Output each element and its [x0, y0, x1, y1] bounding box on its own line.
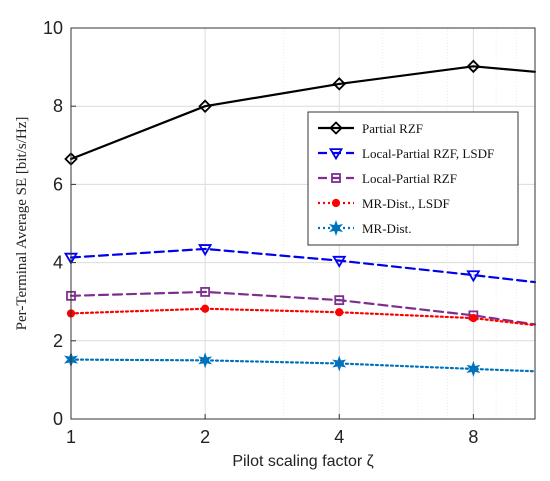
- data-point: [334, 295, 345, 306]
- legend-item: Local-Partial RZF: [318, 171, 457, 186]
- series-line: [69, 307, 537, 327]
- plot-frame: [70, 27, 536, 420]
- y-tick-label: 6: [53, 174, 63, 194]
- legend-label: Local-Partial RZF: [362, 171, 457, 186]
- legend-marker: [329, 121, 343, 135]
- data-point: [198, 99, 212, 113]
- legend-marker: [329, 219, 343, 237]
- legend-marker: [331, 198, 341, 208]
- y-tick-label: 4: [53, 253, 63, 273]
- x-axis-label: Pilot scaling factor ζ: [232, 453, 373, 470]
- series-line: [69, 358, 537, 373]
- data-point: [335, 308, 344, 317]
- x-tick-label: 2: [200, 427, 210, 447]
- legend: Partial RZF Local-Partial RZF, LSDF Local-…: [307, 111, 519, 246]
- y-tick-label: 8: [53, 96, 63, 116]
- legend-marker: [331, 173, 341, 183]
- legend-label: Local-Partial RZF, LSDF: [362, 146, 494, 161]
- data-point: [466, 59, 481, 74]
- legend-box: [307, 111, 519, 246]
- y-tick-label: 0: [53, 409, 63, 429]
- x-tick-label: 4: [334, 427, 344, 447]
- x-tick-label: 8: [468, 427, 478, 447]
- series-2: [63, 244, 537, 284]
- series-line: [69, 65, 537, 161]
- data-point: [332, 355, 347, 372]
- legend-item: MR-Dist.: [318, 219, 411, 237]
- y-tick-label: 10: [43, 18, 63, 38]
- y-axis-label: Per-Terminal Average SE [bit/s/Hz]: [14, 117, 30, 331]
- legend-marker: [328, 148, 344, 161]
- data-point: [332, 77, 347, 91]
- data-point: [466, 360, 481, 377]
- series-5: [64, 351, 537, 377]
- series-group: [63, 59, 537, 377]
- x-tick-label: 1: [66, 427, 76, 447]
- series-line: [69, 290, 537, 326]
- data-point: [466, 270, 481, 283]
- y-tick-label: 2: [53, 331, 63, 351]
- series-line: [69, 247, 537, 284]
- tick-group: 1 2 4 8 0 2 4 6 8 10: [43, 18, 478, 447]
- series-3: [66, 287, 537, 326]
- legend-item: MR-Dist., LSDF: [318, 196, 450, 211]
- legend-label: MR-Dist., LSDF: [362, 196, 450, 211]
- legend-label: MR-Dist.: [362, 221, 411, 236]
- legend-label: Partial RZF: [362, 121, 423, 136]
- data-point: [198, 352, 213, 369]
- data-point: [200, 287, 211, 297]
- data-point: [469, 314, 478, 323]
- data-point: [201, 304, 210, 313]
- legend-item: Local-Partial RZF, LSDF: [318, 146, 494, 161]
- data-point: [198, 244, 213, 257]
- data-point: [332, 255, 347, 268]
- legend-item: Partial RZF: [318, 121, 423, 136]
